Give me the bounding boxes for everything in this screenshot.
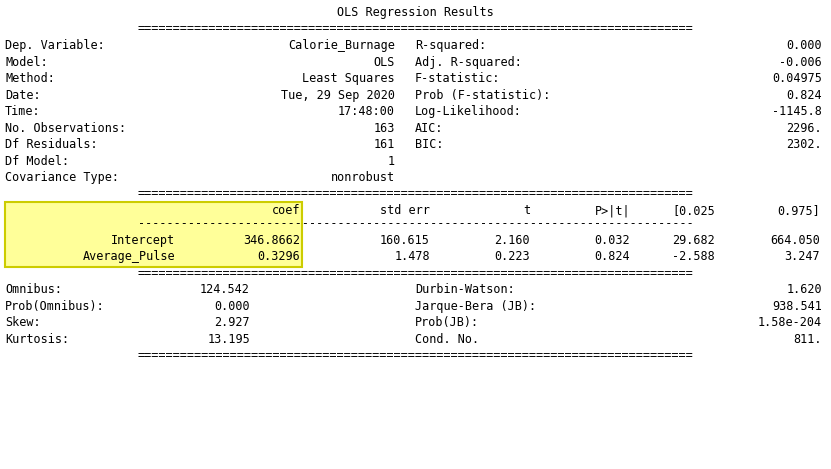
- Text: -1145.8: -1145.8: [772, 105, 822, 118]
- Text: t: t: [523, 204, 530, 217]
- Text: R-squared:: R-squared:: [415, 39, 486, 52]
- Text: Method:: Method:: [5, 72, 55, 85]
- Text: Prob (F-statistic):: Prob (F-statistic):: [415, 89, 550, 101]
- Text: 0.3296: 0.3296: [258, 250, 300, 263]
- Text: OLS Regression Results: OLS Regression Results: [337, 6, 494, 19]
- Text: Omnibus:: Omnibus:: [5, 283, 62, 296]
- Text: Calorie_Burnage: Calorie_Burnage: [288, 39, 395, 52]
- Text: -2.588: -2.588: [672, 250, 715, 263]
- Text: ==============================================================================: ========================================…: [138, 188, 693, 201]
- Text: Adj. R-squared:: Adj. R-squared:: [415, 55, 522, 68]
- Text: 29.682: 29.682: [672, 234, 715, 247]
- Text: Intercept: Intercept: [111, 234, 175, 247]
- Text: OLS: OLS: [374, 55, 395, 68]
- Text: Durbin-Watson:: Durbin-Watson:: [415, 283, 514, 296]
- Text: 161: 161: [374, 138, 395, 151]
- Text: 17:48:00: 17:48:00: [338, 105, 395, 118]
- Text: 13.195: 13.195: [207, 333, 250, 346]
- Text: 346.8662: 346.8662: [243, 234, 300, 247]
- Text: BIC:: BIC:: [415, 138, 444, 151]
- Text: ==============================================================================: ========================================…: [138, 267, 693, 280]
- Text: 664.050: 664.050: [770, 234, 820, 247]
- Text: Df Model:: Df Model:: [5, 154, 69, 167]
- Text: 0.000: 0.000: [786, 39, 822, 52]
- Text: ==============================================================================: ========================================…: [138, 23, 693, 36]
- Text: Dep. Variable:: Dep. Variable:: [5, 39, 105, 52]
- Text: AIC:: AIC:: [415, 121, 444, 135]
- Text: 2.927: 2.927: [214, 316, 250, 329]
- Text: [0.025: [0.025: [672, 204, 715, 217]
- Text: 1.58e-204: 1.58e-204: [758, 316, 822, 329]
- Text: 160.615: 160.615: [380, 234, 430, 247]
- Text: std err: std err: [380, 204, 430, 217]
- FancyBboxPatch shape: [5, 202, 302, 267]
- Text: nonrobust: nonrobust: [331, 171, 395, 184]
- Text: 0.032: 0.032: [594, 234, 630, 247]
- Text: 1.478: 1.478: [395, 250, 430, 263]
- Text: 0.975]: 0.975]: [777, 204, 820, 217]
- Text: 2296.: 2296.: [786, 121, 822, 135]
- Text: ------------------------------------------------------------------------------: ----------------------------------------…: [138, 217, 693, 230]
- Text: Date:: Date:: [5, 89, 41, 101]
- Text: -0.006: -0.006: [779, 55, 822, 68]
- Text: Least Squares: Least Squares: [302, 72, 395, 85]
- Text: F-statistic:: F-statistic:: [415, 72, 500, 85]
- Text: 0.824: 0.824: [786, 89, 822, 101]
- Text: Model:: Model:: [5, 55, 47, 68]
- Text: Kurtosis:: Kurtosis:: [5, 333, 69, 346]
- Text: Skew:: Skew:: [5, 316, 41, 329]
- Text: Average_Pulse: Average_Pulse: [82, 250, 175, 263]
- Text: 124.542: 124.542: [200, 283, 250, 296]
- Text: Covariance Type:: Covariance Type:: [5, 171, 119, 184]
- Text: Prob(JB):: Prob(JB):: [415, 316, 479, 329]
- Text: No. Observations:: No. Observations:: [5, 121, 126, 135]
- Text: Cond. No.: Cond. No.: [415, 333, 479, 346]
- Text: 811.: 811.: [794, 333, 822, 346]
- Text: Prob(Omnibus):: Prob(Omnibus):: [5, 300, 105, 313]
- Text: Log-Likelihood:: Log-Likelihood:: [415, 105, 522, 118]
- Text: coef: coef: [272, 204, 300, 217]
- Text: 163: 163: [374, 121, 395, 135]
- Text: P>|t|: P>|t|: [594, 204, 630, 217]
- Text: Df Residuals:: Df Residuals:: [5, 138, 97, 151]
- Text: 0.000: 0.000: [214, 300, 250, 313]
- Text: ==============================================================================: ========================================…: [138, 349, 693, 362]
- Text: 0.223: 0.223: [494, 250, 530, 263]
- Text: Jarque-Bera (JB):: Jarque-Bera (JB):: [415, 300, 536, 313]
- Text: 2.160: 2.160: [494, 234, 530, 247]
- Text: 2302.: 2302.: [786, 138, 822, 151]
- Text: 1: 1: [388, 154, 395, 167]
- Text: 0.824: 0.824: [594, 250, 630, 263]
- Text: 3.247: 3.247: [784, 250, 820, 263]
- Text: Time:: Time:: [5, 105, 41, 118]
- Text: 938.541: 938.541: [772, 300, 822, 313]
- Text: 0.04975: 0.04975: [772, 72, 822, 85]
- Text: Tue, 29 Sep 2020: Tue, 29 Sep 2020: [281, 89, 395, 101]
- Text: 1.620: 1.620: [786, 283, 822, 296]
